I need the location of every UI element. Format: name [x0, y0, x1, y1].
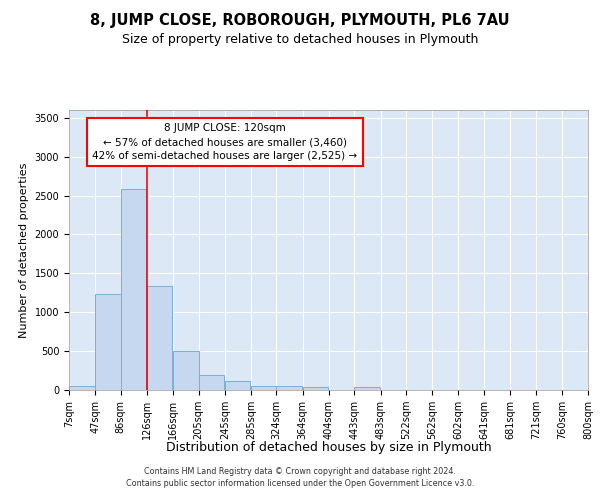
Bar [69, 386, 95, 390]
Bar [225, 382, 250, 390]
Bar [121, 190, 146, 390]
Text: 8, JUMP CLOSE, ROBOROUGH, PLYMOUTH, PL6 7AU: 8, JUMP CLOSE, ROBOROUGH, PLYMOUTH, PL6 … [90, 12, 510, 28]
Bar [277, 386, 302, 390]
Bar [147, 286, 172, 390]
Bar [173, 351, 199, 390]
Text: Distribution of detached houses by size in Plymouth: Distribution of detached houses by size … [166, 441, 491, 454]
Text: Contains HM Land Registry data © Crown copyright and database right 2024.
Contai: Contains HM Land Registry data © Crown c… [126, 466, 474, 487]
Bar [302, 388, 328, 390]
Text: Size of property relative to detached houses in Plymouth: Size of property relative to detached ho… [122, 32, 478, 46]
Bar [199, 375, 224, 390]
Bar [251, 386, 277, 390]
Y-axis label: Number of detached properties: Number of detached properties [19, 162, 29, 338]
Bar [95, 294, 121, 390]
Bar [355, 388, 380, 390]
Text: 8 JUMP CLOSE: 120sqm
← 57% of detached houses are smaller (3,460)
42% of semi-de: 8 JUMP CLOSE: 120sqm ← 57% of detached h… [92, 123, 358, 161]
